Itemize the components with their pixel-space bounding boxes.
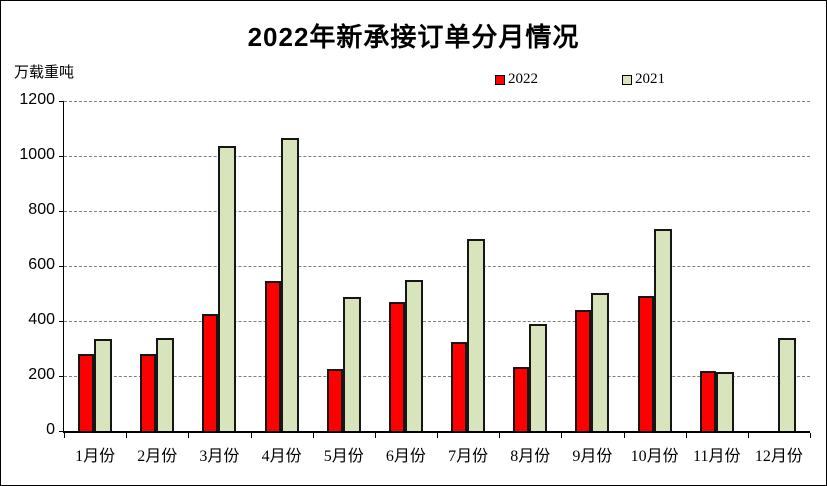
bar-2022-6月份 bbox=[388, 301, 405, 431]
bar-2022-9月份 bbox=[575, 310, 592, 431]
x-axis-tick-11 bbox=[747, 433, 749, 438]
bar-2022-1月份 bbox=[78, 354, 95, 431]
x-axis-tick-7 bbox=[499, 433, 501, 438]
x-axis-tick-10 bbox=[685, 433, 687, 438]
y-axis-tick-600 bbox=[59, 266, 63, 267]
x-axis-tick-4 bbox=[312, 433, 314, 438]
x-axis-label-10月份: 10月份 bbox=[630, 448, 679, 465]
y-axis-label-800: 800 bbox=[28, 201, 55, 219]
legend-item-2021: 2021 bbox=[622, 71, 665, 88]
y-axis-tick-800 bbox=[59, 211, 63, 212]
y-axis-unit-label: 万载重吨 bbox=[14, 65, 75, 81]
bar-2022-7月份 bbox=[451, 341, 468, 431]
bar-2021-3月份 bbox=[218, 146, 237, 431]
y-axis-tick-200 bbox=[59, 376, 63, 377]
bar-2021-10月份 bbox=[653, 229, 672, 431]
x-axis-label-2月份: 2月份 bbox=[137, 448, 178, 465]
bar-2022-8月份 bbox=[513, 366, 530, 431]
y-axis-label-1000: 1000 bbox=[19, 146, 55, 164]
y-axis-label-400: 400 bbox=[28, 311, 55, 329]
gridline-200 bbox=[64, 376, 810, 377]
gridline-1000 bbox=[64, 156, 810, 157]
bar-2021-6月份 bbox=[404, 280, 423, 431]
chart-title: 2022年新承接订单分月情况 bbox=[247, 22, 580, 52]
bar-2022-10月份 bbox=[637, 296, 654, 431]
x-axis-tick-6 bbox=[437, 433, 438, 438]
x-axis-tick-0 bbox=[64, 433, 65, 438]
x-axis-tick-2 bbox=[188, 433, 190, 438]
legend-swatch-2021 bbox=[622, 74, 632, 85]
bar-2021-7月份 bbox=[467, 238, 486, 431]
x-axis-label-11月份: 11月份 bbox=[693, 448, 741, 465]
y-axis-label-200: 200 bbox=[28, 366, 55, 384]
x-axis-label-5月份: 5月份 bbox=[323, 448, 364, 465]
bar-2021-4月份 bbox=[280, 138, 299, 431]
x-axis-label-12月份: 12月份 bbox=[754, 448, 803, 465]
bar-2021-8月份 bbox=[529, 323, 548, 431]
bar-2022-4月份 bbox=[264, 281, 281, 431]
legend-label-2021: 2021 bbox=[635, 71, 665, 87]
y-axis-tick-1000 bbox=[59, 156, 63, 157]
bar-2021-5月份 bbox=[342, 296, 361, 431]
y-axis-tick-400 bbox=[59, 321, 63, 322]
plot-area: 1200 1000 800 600 400 200 0 1月份 2月份 3月份 4月份 5月份 6月份 7… bbox=[19, 92, 811, 465]
y-axis-tick-0 bbox=[59, 431, 63, 432]
legend-swatch-2022 bbox=[495, 74, 505, 85]
gridline-600 bbox=[64, 266, 810, 267]
y-axis-label-600: 600 bbox=[28, 256, 55, 274]
x-axis-label-9月份: 9月份 bbox=[572, 448, 613, 465]
x-axis-label-7月份: 7月份 bbox=[448, 448, 489, 465]
x-axis-label-3月份: 3月份 bbox=[199, 448, 240, 465]
x-axis-label-1月份: 1月份 bbox=[75, 448, 116, 465]
bar-2022-2月份 bbox=[140, 354, 157, 431]
x-axis-tick-5 bbox=[374, 433, 376, 438]
bar-2022-3月份 bbox=[202, 314, 219, 431]
x-axis-tick-8 bbox=[561, 433, 563, 438]
bar-2021-9月份 bbox=[591, 292, 610, 431]
bar-2022-11月份 bbox=[699, 370, 716, 431]
legend-label-2022: 2022 bbox=[508, 71, 538, 87]
x-axis-label-8月份: 8月份 bbox=[510, 448, 551, 465]
gridline-1200 bbox=[64, 101, 810, 102]
bar-2021-2月份 bbox=[156, 337, 175, 431]
x-axis-label-4月份: 4月份 bbox=[261, 448, 302, 465]
x-axis-label-6月份: 6月份 bbox=[385, 448, 426, 465]
gridline-800 bbox=[64, 211, 810, 212]
y-axis-label-1200: 1200 bbox=[19, 91, 55, 109]
bar-2021-11月份 bbox=[715, 371, 734, 431]
x-axis-tick-12 bbox=[810, 433, 811, 438]
gridline-400 bbox=[64, 321, 810, 322]
legend: 2022 2021 bbox=[495, 71, 665, 88]
x-axis-tick-1 bbox=[126, 433, 128, 438]
bar-2022-5月份 bbox=[326, 369, 343, 431]
legend-item-2022: 2022 bbox=[495, 71, 538, 88]
bar-2021-1月份 bbox=[94, 338, 113, 431]
bar-2021-12月份 bbox=[777, 337, 796, 431]
x-axis-tick-3 bbox=[250, 433, 252, 438]
y-axis-label-0: 0 bbox=[46, 421, 55, 439]
x-axis-tick-9 bbox=[623, 433, 625, 438]
y-axis-tick-1200 bbox=[59, 101, 63, 102]
